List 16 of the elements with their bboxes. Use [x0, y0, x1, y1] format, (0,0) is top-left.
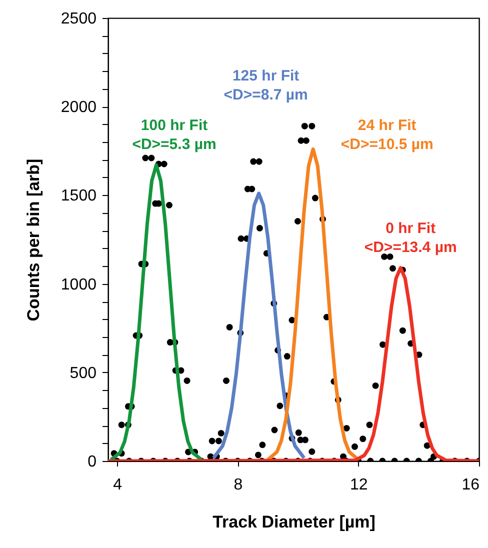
x-axis-title: Track Diameter [µm] [212, 512, 376, 532]
y-axis-title: Counts per bin [arb] [24, 158, 43, 322]
text: 0 hr Fit <D>=13.4 µm [364, 220, 457, 256]
y-tick-label: 2000 [60, 99, 97, 116]
y-tick-label: 1500 [60, 188, 97, 205]
series-label: 100 hr Fit <D>=5.3 µm [132, 117, 216, 154]
text: 125 hr Fit <D>=8.7 µm [224, 67, 308, 104]
x-tick-label: 8 [234, 476, 243, 494]
y-tick-label: 500 [70, 364, 97, 382]
y-tick-label: 2500 [60, 10, 97, 28]
y-tick-label: 1000 [60, 276, 97, 294]
series-label: 24 hr Fit <D>=10.5 µm [340, 117, 434, 154]
y-tick-label: 0 [88, 454, 97, 470]
x-tick-label: 16 [462, 476, 480, 494]
x-tick-label: 4 [113, 476, 122, 494]
x-tick-label: 12 [350, 476, 368, 494]
